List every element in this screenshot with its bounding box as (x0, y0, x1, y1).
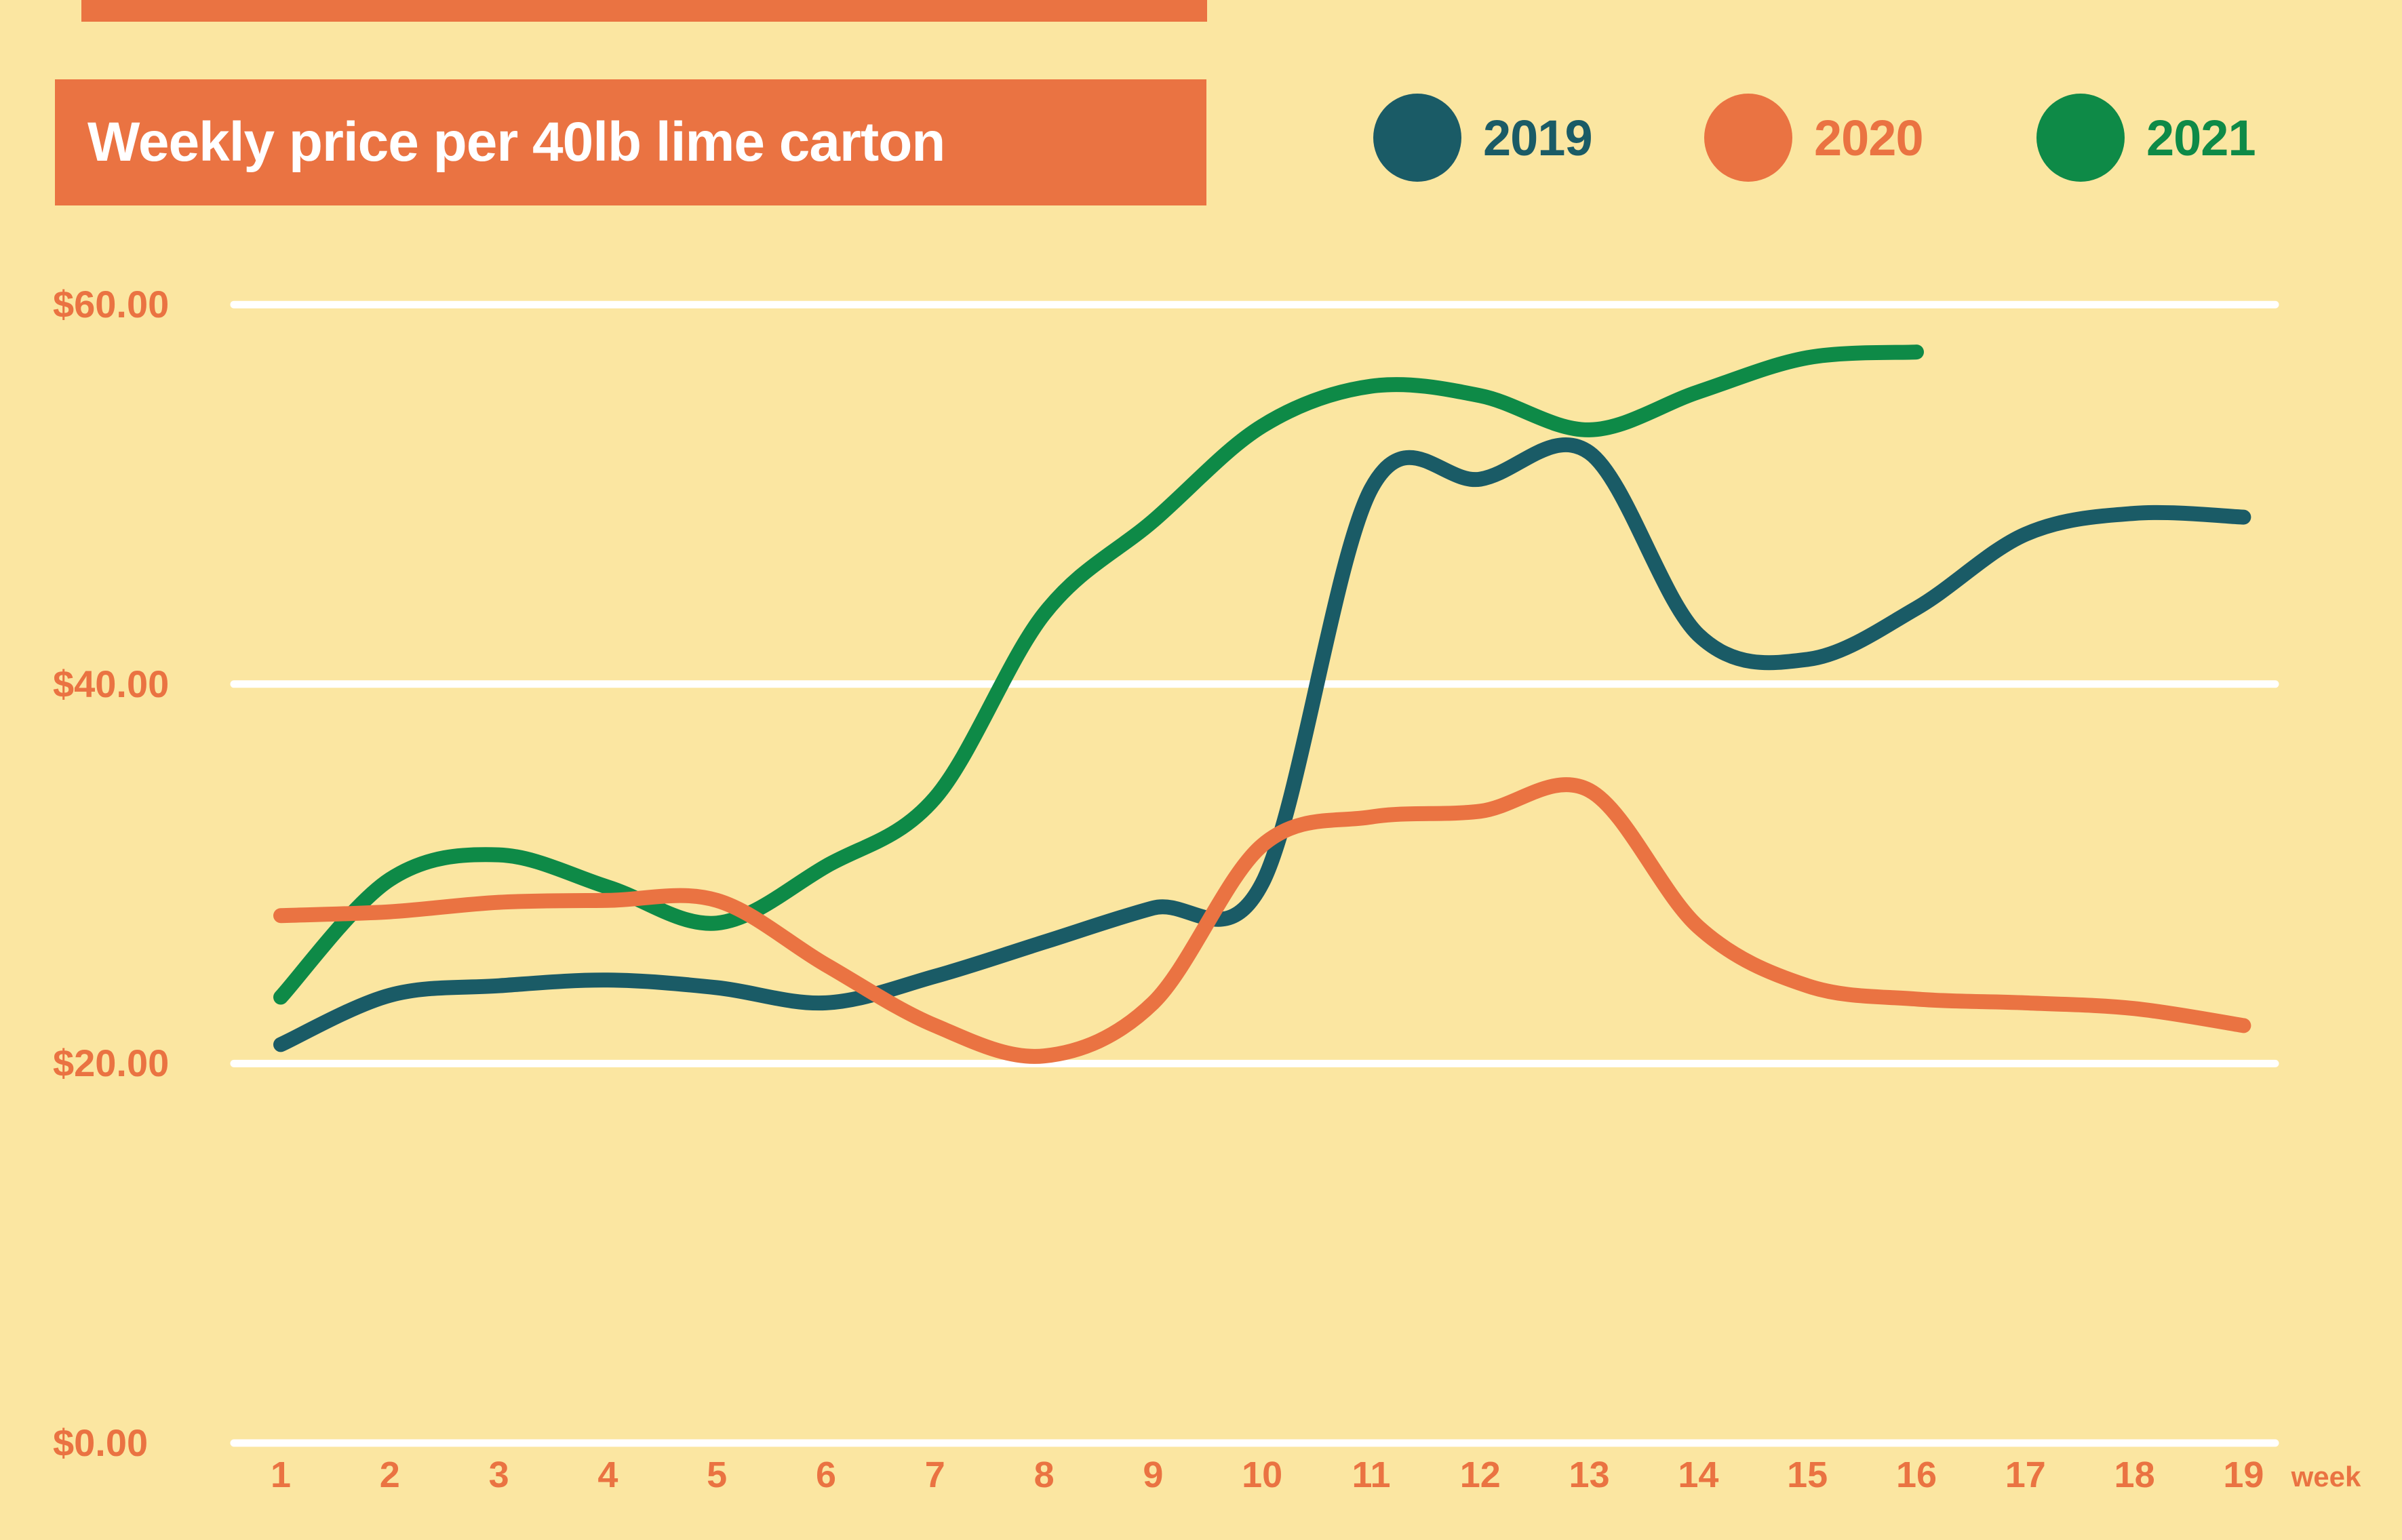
series-line-2020 (273, 777, 2251, 1064)
x-axis-label-5: 5 (707, 1455, 728, 1495)
legend-label-2021: 2021 (2146, 109, 2256, 166)
legend-dot-2019-icon (1373, 94, 1461, 182)
x-axis-label-4: 4 (597, 1455, 618, 1495)
legend-item-2021: 2021 (2036, 94, 2256, 182)
x-axis-label-6: 6 (815, 1455, 837, 1495)
x-axis-caption: week (2291, 1461, 2361, 1493)
x-axis-label-17: 17 (2005, 1455, 2046, 1495)
x-axis-label-10: 10 (1242, 1455, 1283, 1495)
series-line-2019 (273, 437, 2251, 1052)
x-axis-label-8: 8 (1033, 1455, 1055, 1495)
x-axis-label-12: 12 (1459, 1455, 1501, 1495)
legend-label-2019: 2019 (1483, 109, 1593, 166)
y-axis-label-20: $20.00 (53, 1042, 170, 1085)
x-axis-label-16: 16 (1895, 1455, 1937, 1495)
x-axis-label-1: 1 (270, 1455, 292, 1495)
legend-item-2019: 2019 (1373, 94, 1593, 182)
x-axis-label-2: 2 (379, 1455, 400, 1495)
x-axis-label-9: 9 (1143, 1455, 1164, 1495)
legend-dot-2021-icon (2036, 94, 2125, 182)
x-axis-label-19: 19 (2223, 1455, 2264, 1495)
x-axis-label-14: 14 (1678, 1455, 1719, 1495)
top-accent-strip (81, 0, 1207, 22)
chart-title-box: Weekly price per 40lb lime carton (55, 79, 1206, 205)
legend-label-2020: 2020 (1814, 109, 1924, 166)
y-axis-label-40: $40.00 (53, 662, 170, 705)
legend-item-2020: 2020 (1704, 94, 1924, 182)
y-axis-label-0: $0.00 (53, 1421, 149, 1464)
x-axis-label-15: 15 (1787, 1455, 1828, 1495)
x-axis-label-3: 3 (488, 1455, 509, 1495)
legend-dot-2020-icon (1704, 94, 1792, 182)
x-axis-label-18: 18 (2114, 1455, 2155, 1495)
x-axis-label-7: 7 (924, 1455, 945, 1495)
gridlines (230, 300, 2279, 1447)
chart-title: Weekly price per 40lb lime carton (87, 111, 945, 173)
series-line-2021 (273, 344, 1924, 1005)
x-axis-label-13: 13 (1569, 1455, 1610, 1495)
y-axis-label-60: $60.00 (53, 283, 170, 326)
x-axis-label-11: 11 (1352, 1455, 1391, 1495)
